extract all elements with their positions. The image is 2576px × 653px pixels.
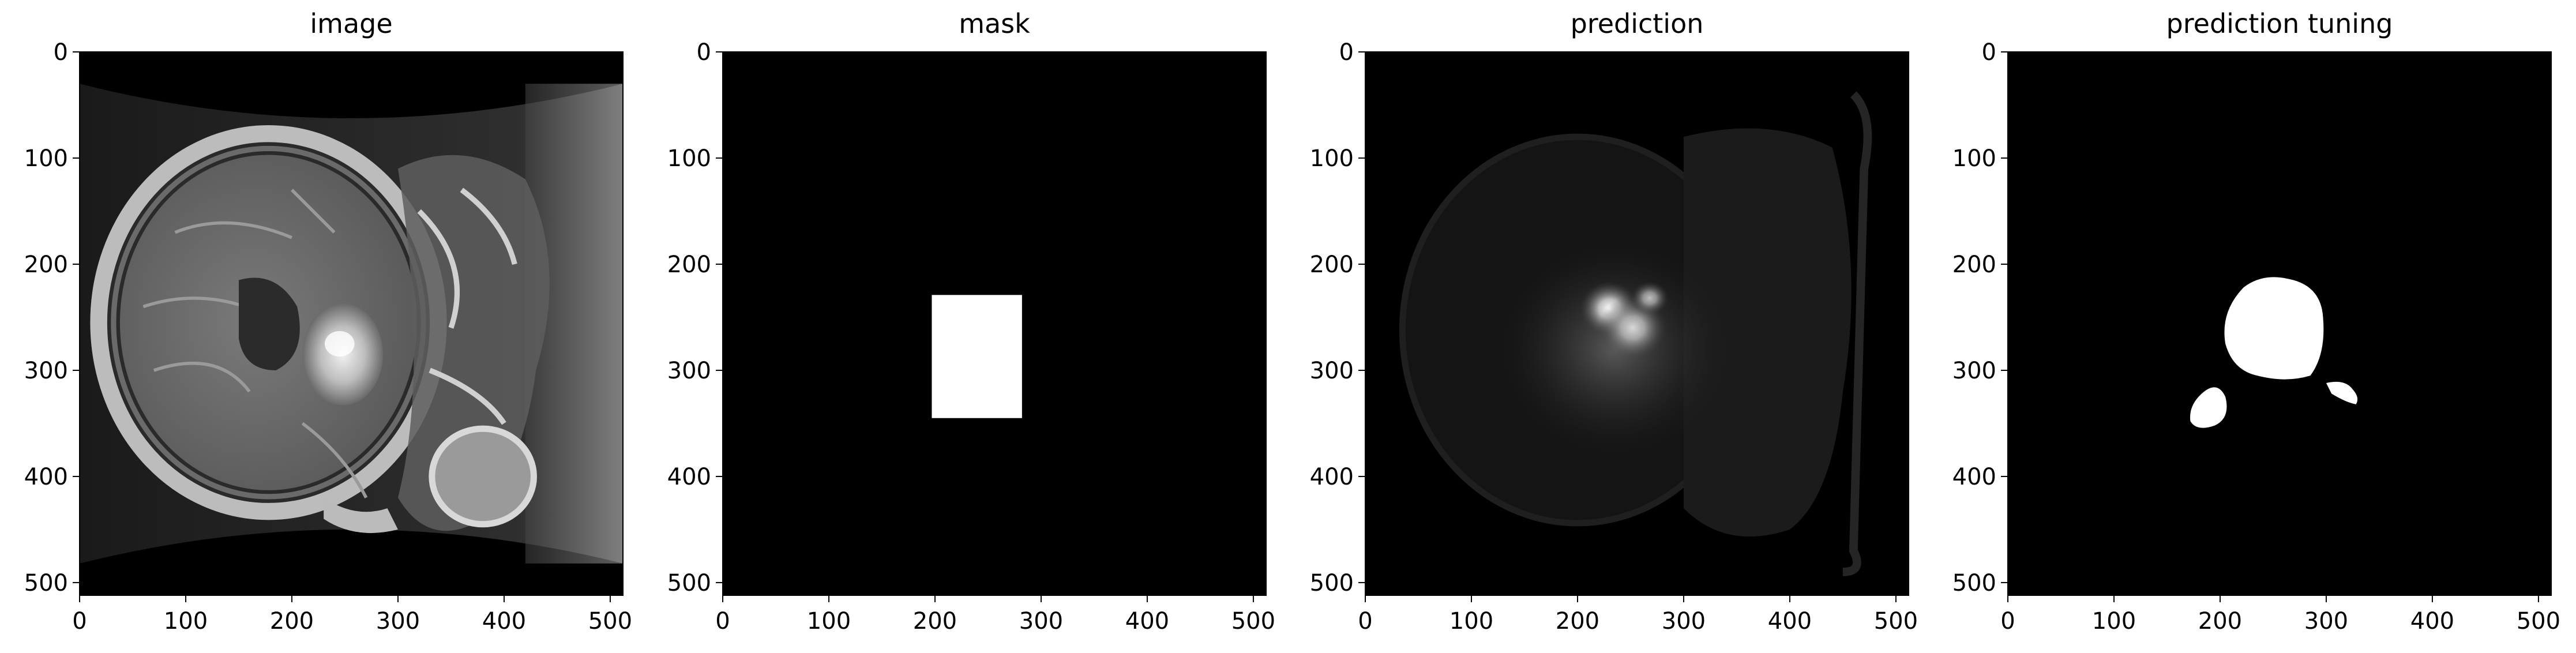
eye-globe — [429, 425, 537, 528]
y-tick-label: 400 — [24, 464, 68, 490]
image-content — [1365, 52, 1909, 595]
segment-main — [2224, 277, 2324, 380]
y-tick-label: 500 — [667, 570, 711, 596]
image-content — [80, 52, 623, 595]
panel-title: image — [310, 8, 393, 39]
axes-prediction-tuning: 0 0 100 100 200 200 300 300 400 400 500 500 — [1952, 39, 2560, 635]
x-tick-label: 400 — [482, 608, 526, 635]
x-tick-label: 500 — [1874, 608, 1918, 635]
axes-frame — [722, 51, 1267, 596]
segment-right — [2326, 381, 2358, 404]
x-tick-label: 100 — [164, 608, 208, 635]
y-tick-label: 400 — [1310, 464, 1354, 490]
panel-image: image 0 0 100 100 200 200 300 300 400 400 500 500 — [5, 0, 645, 653]
y-tick-label: 300 — [24, 358, 68, 384]
y-tick-label: 400 — [1952, 464, 1996, 490]
x-tick-label: 300 — [376, 608, 420, 635]
axes-prediction: 0 0 100 100 200 200 300 300 400 400 500 500 — [1310, 39, 1918, 635]
axes-image: 0 0 100 100 200 200 300 300 400 400 500 500 — [24, 39, 632, 635]
x-tick-label: 100 — [2092, 608, 2136, 635]
y-tick-label: 500 — [24, 570, 68, 596]
x-tick-label: 100 — [807, 608, 851, 635]
segment-left — [2190, 387, 2227, 428]
panel-prediction: prediction 0 0 100 100 200 200 300 300 400 400 500 5… — [1290, 0, 1931, 653]
x-tick-label: 100 — [1450, 608, 1493, 635]
x-tick-label: 200 — [2198, 608, 2242, 635]
x-tick-label: 500 — [1231, 608, 1275, 635]
y-tick-label: 300 — [1952, 358, 1996, 384]
panel-mask: mask 0 0 100 100 200 200 300 300 400 400 500 500 — [648, 0, 1288, 653]
y-tick-label: 400 — [667, 464, 711, 490]
x-tick-label: 300 — [2304, 608, 2348, 635]
x-tick-label: 500 — [588, 608, 632, 635]
y-tick-label: 200 — [667, 252, 711, 278]
image-content — [723, 52, 1266, 595]
panel-prediction-tuning: prediction tuning 0 0 100 100 200 200 300 300 400… — [1933, 0, 2573, 653]
panel-title: mask — [959, 8, 1030, 39]
y-tick-label: 200 — [1952, 252, 1996, 278]
x-tick-label: 200 — [913, 608, 957, 635]
x-tick-label: 0 — [715, 608, 730, 635]
y-tick-label: 100 — [1952, 145, 1996, 172]
axes-frame — [1365, 51, 1909, 596]
y-tick-label: 500 — [1952, 570, 1996, 596]
image-content — [2008, 52, 2551, 595]
x-tick-label: 400 — [1768, 608, 1812, 635]
y-tick-label: 500 — [1310, 570, 1354, 596]
y-tick-label: 100 — [667, 145, 711, 172]
x-tick-label: 300 — [1662, 608, 1706, 635]
panel-title: prediction tuning — [2166, 8, 2393, 39]
y-tick-label: 0 — [1339, 39, 1354, 66]
x-tick-label: 400 — [1125, 608, 1169, 635]
y-tick-label: 100 — [1310, 145, 1354, 172]
panel-title: prediction — [1570, 8, 1704, 39]
axes-mask: 0 0 100 100 200 200 300 300 400 400 500 500 — [667, 39, 1275, 635]
axes-frame — [79, 51, 624, 596]
x-tick-label: 0 — [2000, 608, 2015, 635]
y-tick-label: 0 — [697, 39, 711, 66]
y-tick-label: 100 — [24, 145, 68, 172]
x-tick-label: 0 — [1358, 608, 1372, 635]
x-tick-label: 300 — [1019, 608, 1063, 635]
y-tick-label: 300 — [667, 358, 711, 384]
axes-frame — [2007, 51, 2552, 596]
x-tick-label: 500 — [2517, 608, 2560, 635]
x-tick-label: 400 — [2410, 608, 2454, 635]
mask-region — [932, 295, 1022, 418]
x-tick-label: 200 — [1556, 608, 1599, 635]
y-tick-label: 0 — [1982, 39, 1996, 66]
y-tick-label: 0 — [54, 39, 68, 66]
x-tick-label: 200 — [270, 608, 314, 635]
y-tick-label: 300 — [1310, 358, 1354, 384]
y-tick-label: 200 — [24, 252, 68, 278]
y-tick-label: 200 — [1310, 252, 1354, 278]
x-tick-label: 0 — [72, 608, 87, 635]
